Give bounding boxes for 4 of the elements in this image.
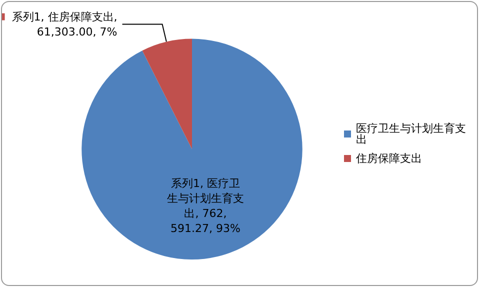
data-label: 系列1, 住房保障支出, 61,303.00, 7%: [4, 10, 118, 38]
legend-label: 住房保障支出: [356, 152, 422, 165]
data-label: 系列1, 医疗卫生与计划生育支出, 762,591.27, 93%: [166, 176, 244, 235]
legend-label: 医疗卫生与计划生育支出: [356, 122, 466, 146]
